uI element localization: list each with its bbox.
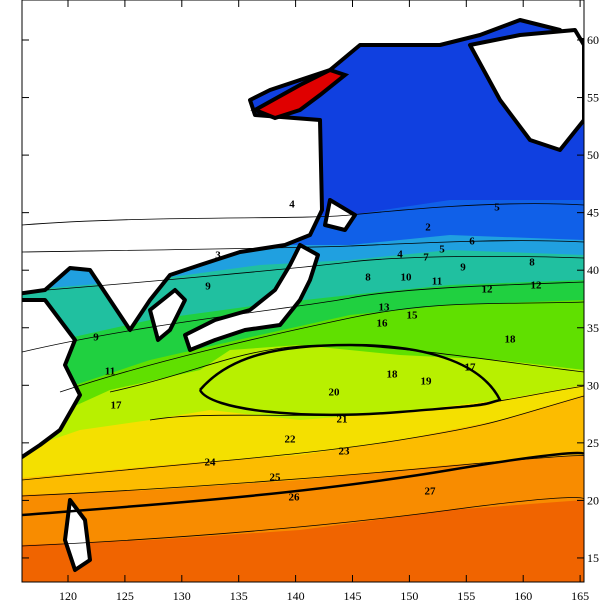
contour-label: 21 — [337, 414, 348, 426]
y-tick-label: 40 — [587, 263, 599, 277]
y-tick-label: 35 — [587, 321, 599, 335]
korea — [148, 288, 187, 342]
contour-label: 9 — [460, 262, 466, 274]
contour-label: 18 — [387, 369, 399, 381]
x-tick-label: 150 — [400, 589, 418, 603]
contour-label: 9 — [93, 332, 99, 344]
contour-label: 11 — [432, 276, 442, 288]
x-tick-label: 145 — [344, 589, 362, 603]
contour-label: 24 — [205, 457, 217, 469]
china-coast — [22, 298, 82, 460]
japan — [183, 243, 320, 352]
y-tick-label: 45 — [587, 206, 599, 220]
x-tick-label: 120 — [59, 589, 77, 603]
x-tick-label: 155 — [457, 589, 475, 603]
contour-label: 4 — [397, 249, 403, 261]
y-tick-label: 55 — [587, 91, 599, 105]
x-tick-label: 160 — [514, 589, 532, 603]
taiwan — [63, 498, 92, 572]
y-tick-label: 30 — [587, 378, 599, 392]
contour-label: 17 — [465, 362, 477, 374]
y-tick-label: 25 — [587, 436, 599, 450]
contour-bold — [198, 343, 502, 416]
y-tick-label: 20 — [587, 493, 599, 507]
contour-label: 8 — [529, 257, 535, 269]
x-tick-label: 125 — [116, 589, 134, 603]
y-tick-label: 50 — [587, 148, 599, 162]
contour-label: 19 — [421, 376, 433, 388]
land — [22, 0, 584, 572]
contour-label: 9 — [205, 281, 211, 293]
contours — [22, 203, 584, 547]
contour-label: 20 — [329, 387, 341, 399]
x-tick-label: 130 — [173, 589, 191, 603]
contour-label: 16 — [377, 318, 389, 330]
contour-label: 13 — [379, 302, 391, 314]
contour-label: 10 — [401, 272, 413, 284]
contour-label: 5 — [494, 202, 500, 214]
sst-field — [22, 0, 584, 582]
contour-label: 7 — [423, 252, 429, 264]
contour-label: 8 — [365, 272, 371, 284]
contour-label: 23 — [339, 446, 351, 458]
contour-label: 12 — [531, 280, 543, 292]
contour-label: 25 — [270, 472, 282, 484]
contour-label: 27 — [425, 486, 437, 498]
contour-label: 4 — [289, 199, 295, 211]
contour-bold — [22, 451, 584, 517]
contour-label: 3 — [215, 250, 221, 262]
contour-label: 17 — [111, 400, 123, 412]
kamchatka — [468, 28, 584, 152]
continent — [22, 0, 584, 332]
contour-label: 12 — [482, 284, 494, 296]
x-tick-label: 165 — [571, 589, 589, 603]
cold-patch — [250, 67, 350, 121]
x-tick-label: 140 — [287, 589, 305, 603]
contour-label: 15 — [407, 310, 419, 322]
contour-label: 26 — [289, 492, 301, 504]
contour-label: 18 — [505, 334, 517, 346]
frame — [21, 0, 585, 583]
contour-label: 5 — [439, 244, 445, 256]
y-tick-label: 15 — [587, 551, 599, 565]
contour-label: 11 — [105, 366, 115, 378]
y-tick-label: 60 — [587, 33, 599, 47]
contour-label: 22 — [285, 434, 297, 446]
x-tick-label: 135 — [230, 589, 248, 603]
contour-label: 2 — [425, 222, 431, 234]
contour-label: 6 — [469, 236, 475, 248]
